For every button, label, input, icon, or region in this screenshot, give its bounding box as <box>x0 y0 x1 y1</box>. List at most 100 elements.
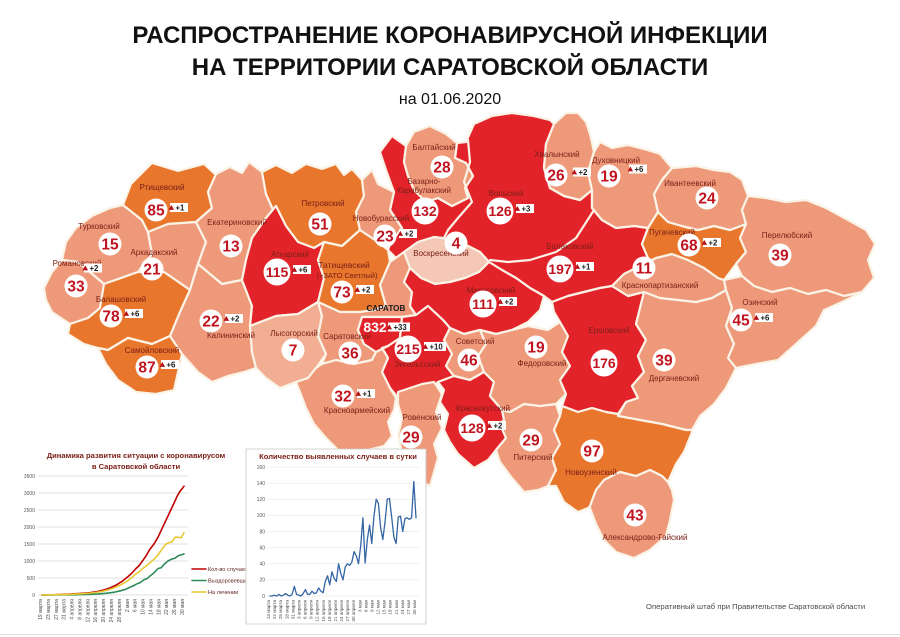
svg-text:15 мая: 15 мая <box>382 599 387 614</box>
svg-text:Пугачевский: Пугачевский <box>649 228 695 237</box>
svg-text:27 апреля: 27 апреля <box>345 599 350 621</box>
svg-text:Аркадакский: Аркадакский <box>130 248 177 257</box>
svg-text:Воскресенский: Воскресенский <box>413 249 469 258</box>
svg-text:12 апреля: 12 апреля <box>315 599 320 621</box>
svg-text:Калининский: Калининский <box>207 331 255 340</box>
svg-text:На лечении: На лечении <box>208 590 238 596</box>
svg-text:30 апреля: 30 апреля <box>351 599 356 621</box>
svg-text:Екатериновский: Екатериновский <box>207 218 267 227</box>
svg-text:+6: +6 <box>167 360 177 369</box>
svg-text:+6: +6 <box>635 165 645 174</box>
svg-text:60: 60 <box>259 545 265 551</box>
svg-text:0: 0 <box>262 594 265 600</box>
svg-text:в Саратовской области: в Саратовской области <box>92 462 181 471</box>
svg-text:68: 68 <box>680 237 698 254</box>
svg-text:36: 36 <box>341 345 359 362</box>
svg-text:18 апреля: 18 апреля <box>327 599 332 621</box>
svg-text:160: 160 <box>257 465 266 471</box>
svg-text:Духовницкий: Духовницкий <box>592 156 640 165</box>
svg-text:19: 19 <box>527 339 545 356</box>
svg-text:18 мая: 18 мая <box>156 599 162 615</box>
svg-text:12 апреля: 12 апреля <box>85 599 91 623</box>
svg-text:+2: +2 <box>405 229 415 238</box>
svg-text:140: 140 <box>257 481 266 487</box>
svg-text:111: 111 <box>472 296 494 312</box>
svg-text:+10: +10 <box>430 342 444 351</box>
svg-text:23 марта: 23 марта <box>46 599 52 620</box>
svg-text:4: 4 <box>452 235 461 252</box>
svg-text:6 апреля: 6 апреля <box>303 599 308 619</box>
svg-text:12 мая: 12 мая <box>376 599 381 614</box>
svg-text:Энгельсский: Энгельсский <box>394 360 440 369</box>
svg-text:13 марта: 13 марта <box>266 600 271 620</box>
svg-text:Хвалынский: Хвалынский <box>534 150 579 159</box>
svg-text:2500: 2500 <box>24 508 35 514</box>
svg-text:78: 78 <box>102 308 120 325</box>
svg-text:Базарно-: Базарно- <box>408 177 441 186</box>
svg-text:15: 15 <box>101 236 119 253</box>
svg-text:29: 29 <box>402 429 420 446</box>
svg-text:Романовский: Романовский <box>53 259 102 268</box>
svg-text:Самойловский: Самойловский <box>125 346 180 355</box>
svg-text:Кол-во случаев: Кол-во случаев <box>208 567 248 573</box>
svg-text:24: 24 <box>698 190 716 207</box>
svg-text:28 марта: 28 марта <box>284 600 289 620</box>
svg-text:28 апреля: 28 апреля <box>117 599 123 623</box>
svg-text:18 мая: 18 мая <box>388 599 393 614</box>
svg-text:15 апреля: 15 апреля <box>321 599 326 621</box>
svg-text:14 мая: 14 мая <box>148 599 154 615</box>
svg-text:2 мая: 2 мая <box>125 599 131 612</box>
svg-text:+6: +6 <box>761 313 771 322</box>
svg-text:Татищевский: Татищевский <box>318 260 370 270</box>
svg-text:1500: 1500 <box>24 542 35 548</box>
svg-text:Ровенский: Ровенский <box>403 413 442 422</box>
svg-text:33: 33 <box>67 278 85 295</box>
svg-text:Александрово-Гайский: Александрово-Гайский <box>603 533 688 542</box>
svg-text:Краснокутский: Краснокутский <box>456 404 510 413</box>
svg-text:7: 7 <box>289 342 298 359</box>
svg-text:21 мая: 21 мая <box>394 599 399 614</box>
svg-text:9 апреля: 9 апреля <box>309 599 314 619</box>
svg-text:24 апреля: 24 апреля <box>109 599 115 623</box>
svg-text:20 апреля: 20 апреля <box>101 599 107 623</box>
svg-text:Питерский: Питерский <box>513 453 552 462</box>
svg-text:45: 45 <box>732 312 750 329</box>
svg-text:Перелюбский: Перелюбский <box>762 231 812 240</box>
svg-text:39: 39 <box>655 352 673 369</box>
svg-text:19 марта: 19 марта <box>38 599 44 620</box>
svg-text:Выздоровевшие: Выздоровевшие <box>208 579 251 585</box>
svg-text:3 мая: 3 мая <box>357 600 362 613</box>
svg-text:97: 97 <box>583 443 600 460</box>
svg-text:+2: +2 <box>494 421 504 430</box>
svg-text:13: 13 <box>222 238 240 255</box>
svg-text:24 апреля: 24 апреля <box>339 599 344 621</box>
svg-text:22 марта: 22 марта <box>272 600 277 620</box>
svg-text:20: 20 <box>259 578 265 584</box>
svg-text:+2: +2 <box>505 297 515 306</box>
svg-text:26 мая: 26 мая <box>172 599 178 615</box>
svg-text:Карабулакский: Карабулакский <box>397 186 451 195</box>
svg-text:0: 0 <box>32 593 35 599</box>
svg-text:23: 23 <box>376 228 394 245</box>
svg-text:31 марта: 31 марта <box>290 600 295 620</box>
svg-text:21: 21 <box>143 261 161 278</box>
svg-text:25 марта: 25 марта <box>278 600 283 620</box>
svg-text:29: 29 <box>522 432 540 449</box>
svg-text:11: 11 <box>636 260 653 277</box>
svg-text:100: 100 <box>257 513 266 519</box>
svg-text:6 мая: 6 мая <box>133 599 139 612</box>
svg-text:3000: 3000 <box>24 491 35 497</box>
svg-text:120: 120 <box>257 497 266 503</box>
svg-text:+2: +2 <box>90 264 100 273</box>
svg-text:197: 197 <box>548 261 572 277</box>
svg-text:Балтайский: Балтайский <box>412 143 455 152</box>
svg-text:4 апреля: 4 апреля <box>70 599 76 620</box>
svg-text:80: 80 <box>259 529 265 535</box>
svg-text:128: 128 <box>460 420 484 436</box>
svg-text:215: 215 <box>396 341 420 357</box>
svg-text:Петровский: Петровский <box>301 199 344 208</box>
svg-text:27 мая: 27 мая <box>406 599 411 614</box>
svg-text:31 марта: 31 марта <box>62 599 68 620</box>
svg-text:26: 26 <box>547 167 565 184</box>
svg-text:115: 115 <box>266 264 289 280</box>
